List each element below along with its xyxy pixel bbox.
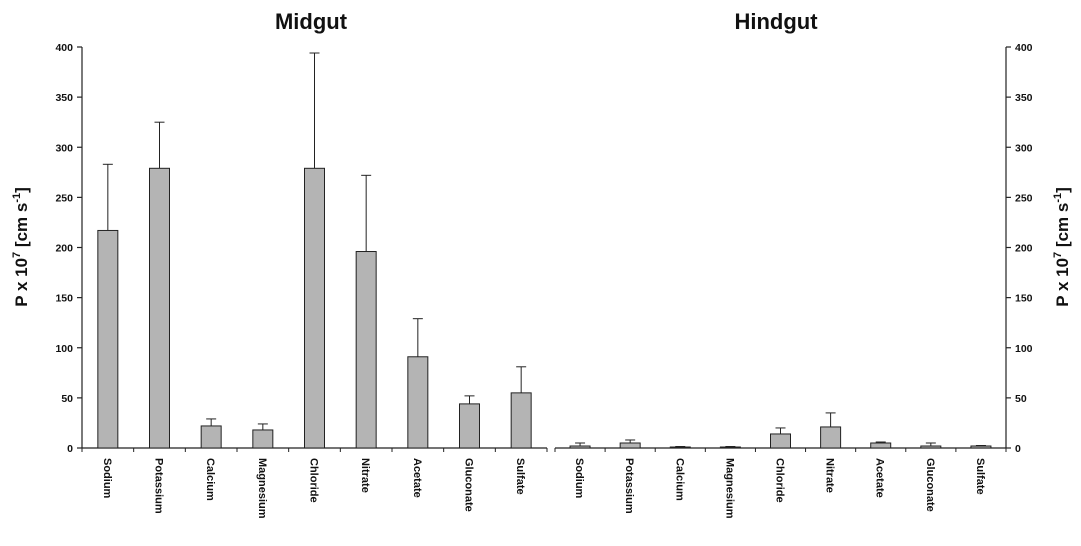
y-tick-label: 400 [1015,42,1033,54]
bar-sulfate [510,392,532,449]
bar-calcium [200,425,222,449]
bar-potassium [619,442,641,449]
bar-chloride [304,167,325,449]
y-tick-label: 100 [55,343,73,355]
x-tick-label-nitrate: Nitrate [359,458,371,493]
hindgut-panel: Hindgut P x 107 [cm s-1] 0 50 100 150 200 250… [554,9,1072,519]
y-tick-label: 150 [55,293,73,305]
y-tick-label: 350 [1015,92,1033,104]
y-tick-label: 200 [55,243,73,255]
hindgut-bars [569,412,992,449]
bar-chloride [770,433,791,449]
bar-acetate [407,356,429,449]
bar-sodium [97,229,119,449]
x-tick-label-gluconate: Gluconate [924,458,936,512]
x-tick-label-calcium: Calcium [673,458,685,501]
midgut-panel: Midgut P x 107 [cm s-1] 0 50 100 150 200 250 3… [11,9,548,519]
bar-nitrate [355,251,377,449]
x-tick-label-potassium: Potassium [153,458,165,514]
x-tick-label-chloride: Chloride [308,458,320,503]
x-tick-label-sulfate: Sulfate [514,458,526,495]
y-tick-label: 250 [1015,192,1033,204]
bar-gluconate [920,445,942,449]
y-tick-label: 150 [1015,293,1033,305]
midgut-bars [97,52,532,449]
bar-sulfate [970,445,992,449]
y-tick-label: 0 [67,443,73,455]
ylabel-part-unit: [cm s [1053,203,1072,252]
ylabel-part-p: P x 10 [1053,258,1072,307]
y-tick-label: 400 [55,42,73,54]
ylabel-part-close: ] [12,187,31,193]
x-tick-label-calcium: Calcium [204,458,216,501]
bar-potassium [149,167,170,449]
x-tick-label-sulfate: Sulfate [974,458,986,495]
ylabel-exponent-7: 7 [1052,252,1064,258]
x-tick-label-gluconate: Gluconate [463,458,475,512]
y-tick-label: 250 [55,192,73,204]
x-tick-label-acetate: Acetate [411,458,423,498]
x-tick-label-chloride: Chloride [774,458,786,503]
ylabel-part-close: ] [1053,187,1072,193]
midgut-y-axis-label: P x 107 [cm s-1] [11,187,31,307]
ylabel-part-unit: [cm s [12,203,31,252]
y-tick-label: 50 [1015,393,1027,405]
bar-calcium [669,446,691,449]
x-tick-label-potassium: Potassium [623,458,635,514]
y-tick-label: 50 [61,393,73,405]
ylabel-exponent-7: 7 [11,252,23,258]
x-tick-label-sodium: Sodium [573,458,585,499]
y-tick-label: 350 [55,92,73,104]
bar-acetate [870,442,892,449]
x-tick-label-magnesium: Magnesium [256,458,268,519]
y-tick-label: 200 [1015,243,1033,255]
midgut-title: Midgut [275,9,348,34]
bar-magnesium [719,446,741,449]
x-tick-label-nitrate: Nitrate [824,458,836,493]
bar-magnesium [252,429,274,449]
y-tick-label: 0 [1015,443,1021,455]
x-tick-label-sodium: Sodium [101,458,113,499]
ylabel-exponent-minus-1: -1 [11,193,23,203]
bar-nitrate [820,426,842,449]
bar-sodium [569,445,591,449]
y-tick-label: 100 [1015,343,1033,355]
x-tick-label-magnesium: Magnesium [723,458,735,519]
bar-gluconate [459,403,480,449]
midgut-axes: 0 50 100 150 200 250 300 350 400 Sodium Potassium C… [55,42,548,519]
x-tick-label-acetate: Acetate [874,458,886,498]
ylabel-part-p: P x 10 [12,258,31,307]
hindgut-title: Hindgut [734,9,818,34]
hindgut-y-axis-label: P x 107 [cm s-1] [1052,187,1072,307]
y-tick-label: 300 [1015,142,1033,154]
ylabel-exponent-minus-1: -1 [1052,193,1064,203]
y-tick-label: 300 [55,142,73,154]
